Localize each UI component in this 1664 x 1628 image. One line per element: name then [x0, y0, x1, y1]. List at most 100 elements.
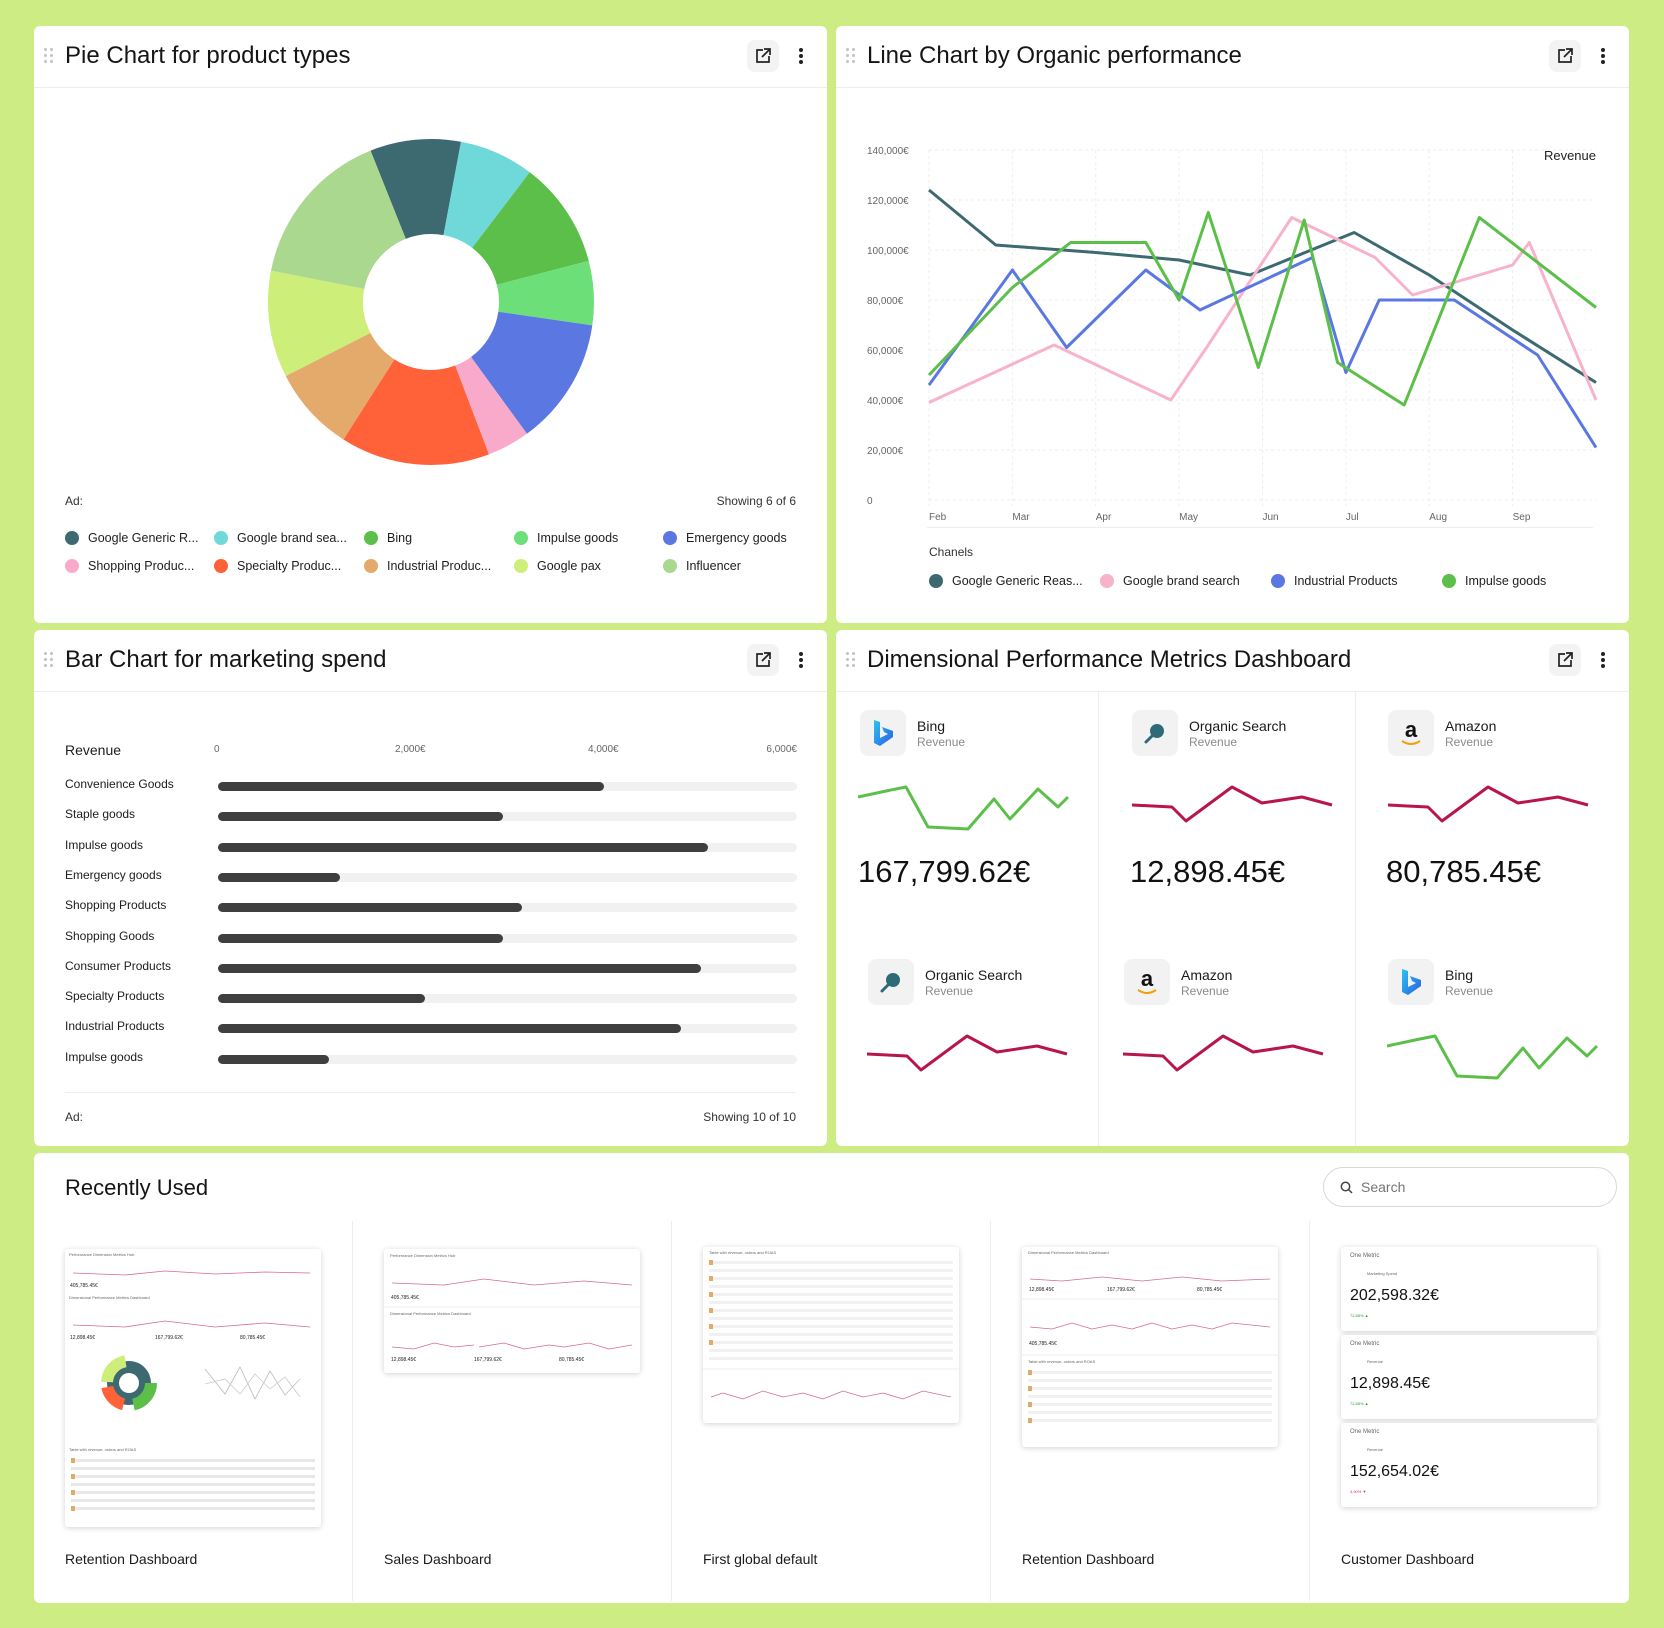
metric-label: Revenue: [1445, 984, 1494, 998]
bar-industrial-products[interactable]: [218, 1024, 682, 1034]
legend-item-google-generic-r[interactable]: Google Generic R...: [65, 531, 198, 545]
line-chart-card: Line Chart by Organic performance 140,00…: [836, 26, 1629, 623]
legend-dot: [364, 559, 378, 573]
drag-handle-icon[interactable]: [44, 48, 54, 64]
pie-slice-emergency-goods[interactable]: [471, 311, 593, 434]
sparkline-path: [1388, 785, 1589, 823]
bar-label: Shopping Goods: [65, 928, 155, 943]
recent-item[interactable]: Dimensional Performance Metrics Dashboar…: [991, 1221, 1310, 1601]
external-link-button[interactable]: [1549, 40, 1581, 72]
more-options-button[interactable]: [785, 40, 817, 72]
bar-impulse-goods[interactable]: [218, 842, 709, 852]
more-options-button[interactable]: [1587, 40, 1619, 72]
pie-slice-google-generic-r[interactable]: [370, 139, 462, 239]
bar-shopping-goods[interactable]: [218, 933, 503, 943]
thumb-title: Table with revenue, orders and ROAS: [69, 1447, 137, 1452]
recent-item[interactable]: Performance Dimension Metrics Hub 405,78…: [34, 1221, 353, 1601]
sparkline-path: [1123, 1034, 1324, 1072]
bar-label: Industrial Products: [65, 1019, 165, 1034]
series-line-google-generic-reas[interactable]: [928, 188, 1597, 384]
pie-slice-shopping-produc[interactable]: [455, 356, 527, 455]
pie-slice-google-brand-sea[interactable]: [443, 141, 530, 248]
legend-dot: [65, 531, 79, 545]
legend-item-influencer[interactable]: Influencer: [663, 559, 741, 573]
legend-item-bing[interactable]: Bing: [364, 531, 412, 545]
drag-handle-icon[interactable]: [846, 652, 856, 668]
pie-slice-impulse-goods[interactable]: [496, 260, 594, 326]
external-link-button[interactable]: [747, 644, 779, 676]
magnifier-icon: [1132, 710, 1178, 756]
bar-staple-goods[interactable]: [218, 812, 503, 822]
drag-handle-icon[interactable]: [846, 48, 856, 64]
thumb-title: One Metric: [1350, 1341, 1380, 1347]
pie-slice-bing[interactable]: [472, 172, 589, 285]
metric-value: 80,785.45€: [1386, 854, 1542, 889]
divider: [927, 527, 1593, 528]
legend-item-google-brand-sea[interactable]: Google brand sea...: [214, 531, 347, 545]
legend-item-impulse-goods[interactable]: Impulse goods: [514, 531, 618, 545]
more-options-button[interactable]: [785, 644, 817, 676]
metric-source-name: Amazon: [1181, 967, 1233, 983]
pie-slice-google-pax[interactable]: [268, 270, 371, 377]
legend-item-industrial-produc[interactable]: Industrial Produc...: [364, 559, 491, 573]
legend-label: Shopping Produc...: [88, 559, 195, 573]
series-line-google-brand-search[interactable]: [928, 216, 1598, 404]
search-box[interactable]: [1323, 1167, 1617, 1207]
external-link-button[interactable]: [747, 40, 779, 72]
external-link-button[interactable]: [1549, 644, 1581, 676]
pie-slice-industrial-produc[interactable]: [285, 332, 395, 440]
bar-consumer-products[interactable]: [218, 963, 701, 973]
bar-specialty-products[interactable]: [218, 994, 426, 1004]
legend-item-emergency-goods[interactable]: Emergency goods: [663, 531, 787, 545]
bar-shopping-products[interactable]: [218, 903, 522, 913]
legend-item-google-pax[interactable]: Google pax: [514, 559, 601, 573]
thumb-metric: 405,785.45€: [70, 1283, 98, 1289]
thumb-subtitle: Revenue: [1367, 1447, 1384, 1452]
legend-dot: [1100, 574, 1114, 588]
search-input[interactable]: [1361, 1179, 1591, 1195]
legend-item-specialty-produc[interactable]: Specialty Produc...: [214, 559, 341, 573]
thumb-graphics: [1022, 1276, 1278, 1423]
sparkline: [858, 785, 1070, 831]
sparkline: [867, 1034, 1068, 1072]
legend-label: Google brand search: [1123, 574, 1240, 588]
amazon-logo-icon: a: [1388, 710, 1434, 756]
thumb-title: Table with revenue, orders and ROAS: [1028, 1359, 1096, 1364]
svg-text:a: a: [1405, 719, 1418, 742]
x-tick-label: Jun: [1263, 512, 1279, 523]
card-title: Pie Chart for product types: [65, 42, 351, 69]
pie-slice-influencer[interactable]: [271, 150, 406, 289]
card-header: Bar Chart for marketing spend: [34, 630, 827, 692]
more-options-button[interactable]: [1587, 644, 1619, 676]
bar-impulse-goods[interactable]: [218, 1054, 329, 1064]
thumb-metric: 12,898.45€: [70, 1335, 96, 1341]
legend-item-google-generic-reas[interactable]: Google Generic Reas...: [929, 574, 1083, 588]
legend-item-shopping-produc[interactable]: Shopping Produc...: [65, 559, 194, 573]
sparkline: [1388, 785, 1589, 823]
card-header: Line Chart by Organic performance: [836, 26, 1629, 88]
thumb-value: 12,898.45€: [1350, 1375, 1431, 1392]
bar-track: [218, 933, 797, 943]
sparkline: [1123, 1034, 1324, 1072]
recent-item[interactable]: One Metric Marketing Spend 202,598.32€ 7…: [1310, 1221, 1629, 1601]
legend-item-google-brand-search[interactable]: Google brand search: [1100, 574, 1240, 588]
thumb-title: Performance Dimension Metrics Hub: [69, 1252, 135, 1257]
legend-item-industrial-products[interactable]: Industrial Products: [1271, 574, 1398, 588]
thumb-title: Dimensional Performance Metrics Dashboar…: [69, 1295, 150, 1300]
series-line-impulse-goods[interactable]: [927, 211, 1597, 407]
bar-convenience-goods[interactable]: [218, 782, 604, 791]
legend-label: Impulse goods: [537, 531, 619, 545]
metric-source-name: Amazon: [1445, 718, 1497, 734]
thumb-metric: 167,799.62€: [1107, 1287, 1135, 1293]
divider: [65, 1092, 796, 1093]
x-tick-label: 6,000€: [766, 744, 797, 755]
bar-emergency-goods[interactable]: [218, 872, 340, 882]
external-link-icon: [756, 652, 771, 667]
drag-handle-icon[interactable]: [44, 652, 54, 668]
pie-slice-specialty-produc[interactable]: [343, 359, 489, 466]
recent-item[interactable]: Table with revenue, orders and ROAS Firs…: [672, 1221, 991, 1601]
recent-item[interactable]: Performance Dimension Metrics Hub 405,78…: [353, 1221, 672, 1601]
x-tick-label: 0: [214, 744, 220, 755]
legend-item-impulse-goods[interactable]: Impulse goods: [1442, 574, 1546, 588]
card-header: Pie Chart for product types: [34, 26, 827, 88]
